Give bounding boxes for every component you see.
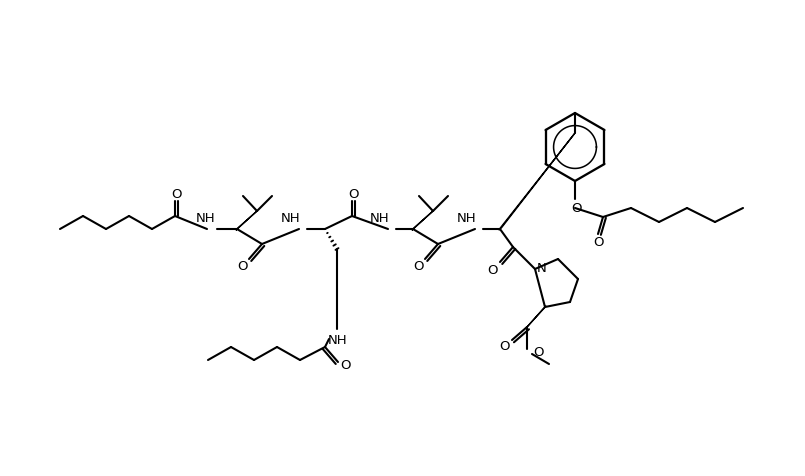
Text: NH: NH <box>457 212 477 225</box>
Text: O: O <box>340 359 350 372</box>
Polygon shape <box>236 211 257 231</box>
Text: O: O <box>171 187 181 200</box>
Text: N: N <box>537 261 547 274</box>
Text: NH: NH <box>328 333 348 346</box>
Text: NH: NH <box>196 212 216 225</box>
Text: O: O <box>413 260 423 273</box>
Text: O: O <box>348 187 358 200</box>
Polygon shape <box>527 306 547 327</box>
Text: O: O <box>488 263 498 276</box>
Text: NH: NH <box>370 212 390 225</box>
Text: O: O <box>500 339 510 352</box>
Text: O: O <box>533 346 543 359</box>
Text: O: O <box>571 202 581 215</box>
Text: O: O <box>237 260 247 273</box>
Polygon shape <box>498 134 575 230</box>
Polygon shape <box>412 211 433 231</box>
Text: O: O <box>592 236 603 249</box>
Text: NH: NH <box>281 212 301 225</box>
